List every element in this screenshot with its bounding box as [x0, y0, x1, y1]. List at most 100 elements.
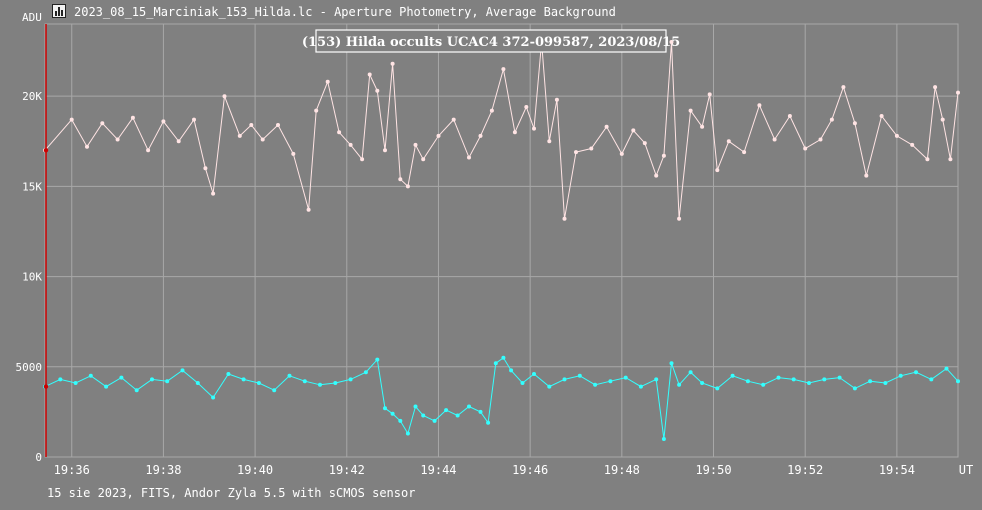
x-tick-label: 19:52: [787, 463, 823, 477]
data-point: [803, 146, 808, 151]
data-point: [390, 411, 395, 416]
data-point: [134, 388, 139, 393]
y-tick-label: 10K: [22, 271, 42, 284]
x-axis-label: UT: [959, 463, 973, 477]
data-point: [314, 108, 319, 113]
data-point: [619, 151, 624, 156]
chart-title: (153) Hilda occults UCAC4 372-099587, 20…: [302, 35, 680, 50]
data-point: [73, 381, 78, 385]
data-point: [914, 370, 918, 375]
series-layer: [43, 40, 960, 441]
data-point: [910, 142, 915, 147]
data-point: [776, 375, 781, 380]
data-point: [933, 85, 938, 90]
data-point: [203, 166, 208, 171]
data-point: [677, 216, 682, 221]
data-point: [146, 148, 151, 153]
data-point: [383, 148, 387, 153]
data-point: [956, 90, 960, 95]
data-point: [222, 94, 227, 99]
x-tick-label: 19:40: [237, 463, 273, 477]
data-point: [237, 133, 242, 138]
data-point: [677, 382, 682, 387]
data-point: [593, 382, 598, 387]
data-point: [493, 361, 498, 366]
data-point: [608, 379, 613, 384]
data-point: [58, 377, 63, 382]
y-tick-label: 0: [35, 451, 42, 464]
data-point: [940, 117, 945, 122]
lightcurve-app-icon[interactable]: [52, 4, 66, 18]
grid-lines: [44, 23, 959, 458]
data-point: [574, 150, 578, 155]
data-point: [852, 386, 857, 391]
y-tick-label: 5000: [16, 361, 43, 374]
data-point: [661, 437, 666, 441]
data-point: [501, 67, 506, 72]
data-point: [486, 420, 491, 425]
data-point: [256, 381, 261, 385]
data-point: [383, 406, 387, 411]
data-point: [375, 357, 380, 362]
data-point: [822, 377, 827, 382]
data-point: [532, 126, 536, 131]
data-point: [562, 216, 567, 221]
data-point: [642, 141, 647, 146]
data-point: [532, 372, 536, 376]
x-tick-label: 19:38: [145, 463, 181, 477]
data-point: [501, 355, 506, 360]
series-line-2: [44, 357, 959, 440]
plot-frame: [44, 23, 959, 458]
data-point: [367, 72, 372, 77]
data-point: [715, 386, 720, 391]
data-point: [421, 413, 426, 418]
data-point: [787, 114, 792, 118]
data-point: [260, 137, 265, 142]
data-point: [631, 128, 636, 133]
data-point: [589, 146, 594, 151]
data-point: [837, 375, 842, 380]
data-point: [745, 379, 750, 384]
data-point: [325, 79, 330, 84]
x-tick-label: 19:42: [329, 463, 365, 477]
data-point: [512, 130, 517, 135]
data-point: [390, 61, 395, 66]
data-point: [509, 368, 514, 373]
y-tick-label: 20K: [22, 90, 42, 103]
data-point: [165, 379, 170, 384]
data-point: [195, 381, 200, 385]
data-point: [700, 381, 705, 385]
window-title: 2023_08_15_Marciniak_153_Hilda.lc - Aper…: [74, 5, 616, 19]
data-point: [604, 124, 609, 129]
data-point: [654, 377, 659, 382]
y-tick-label: 15K: [22, 180, 42, 193]
x-tick-label: 19:36: [54, 463, 90, 477]
data-point: [161, 119, 166, 124]
data-point: [661, 153, 666, 158]
data-point: [547, 139, 552, 144]
data-point: [864, 173, 869, 178]
data-point: [623, 375, 628, 380]
data-point: [291, 151, 296, 156]
data-point: [287, 373, 292, 378]
data-point: [375, 88, 380, 93]
data-point: [730, 373, 735, 378]
data-point: [405, 431, 410, 436]
data-point: [398, 418, 403, 423]
data-point: [562, 377, 567, 382]
data-point: [306, 207, 311, 212]
data-point: [944, 366, 949, 371]
axes: 0 5000 10K 15K 20K 19:36 19:38 19:40 19:42 19:44 1…: [16, 24, 973, 477]
data-point: [302, 379, 307, 384]
data-point: [898, 373, 903, 378]
data-point: [272, 388, 277, 393]
x-tick-label: 19:48: [604, 463, 640, 477]
data-point: [524, 105, 529, 109]
x-tick-label: 19:54: [879, 463, 915, 477]
data-point: [333, 381, 338, 385]
data-point: [757, 103, 762, 108]
data-point: [669, 361, 674, 366]
data-point: [726, 139, 731, 144]
y-axis-label: ADU: [22, 11, 42, 24]
data-point: [929, 377, 934, 382]
